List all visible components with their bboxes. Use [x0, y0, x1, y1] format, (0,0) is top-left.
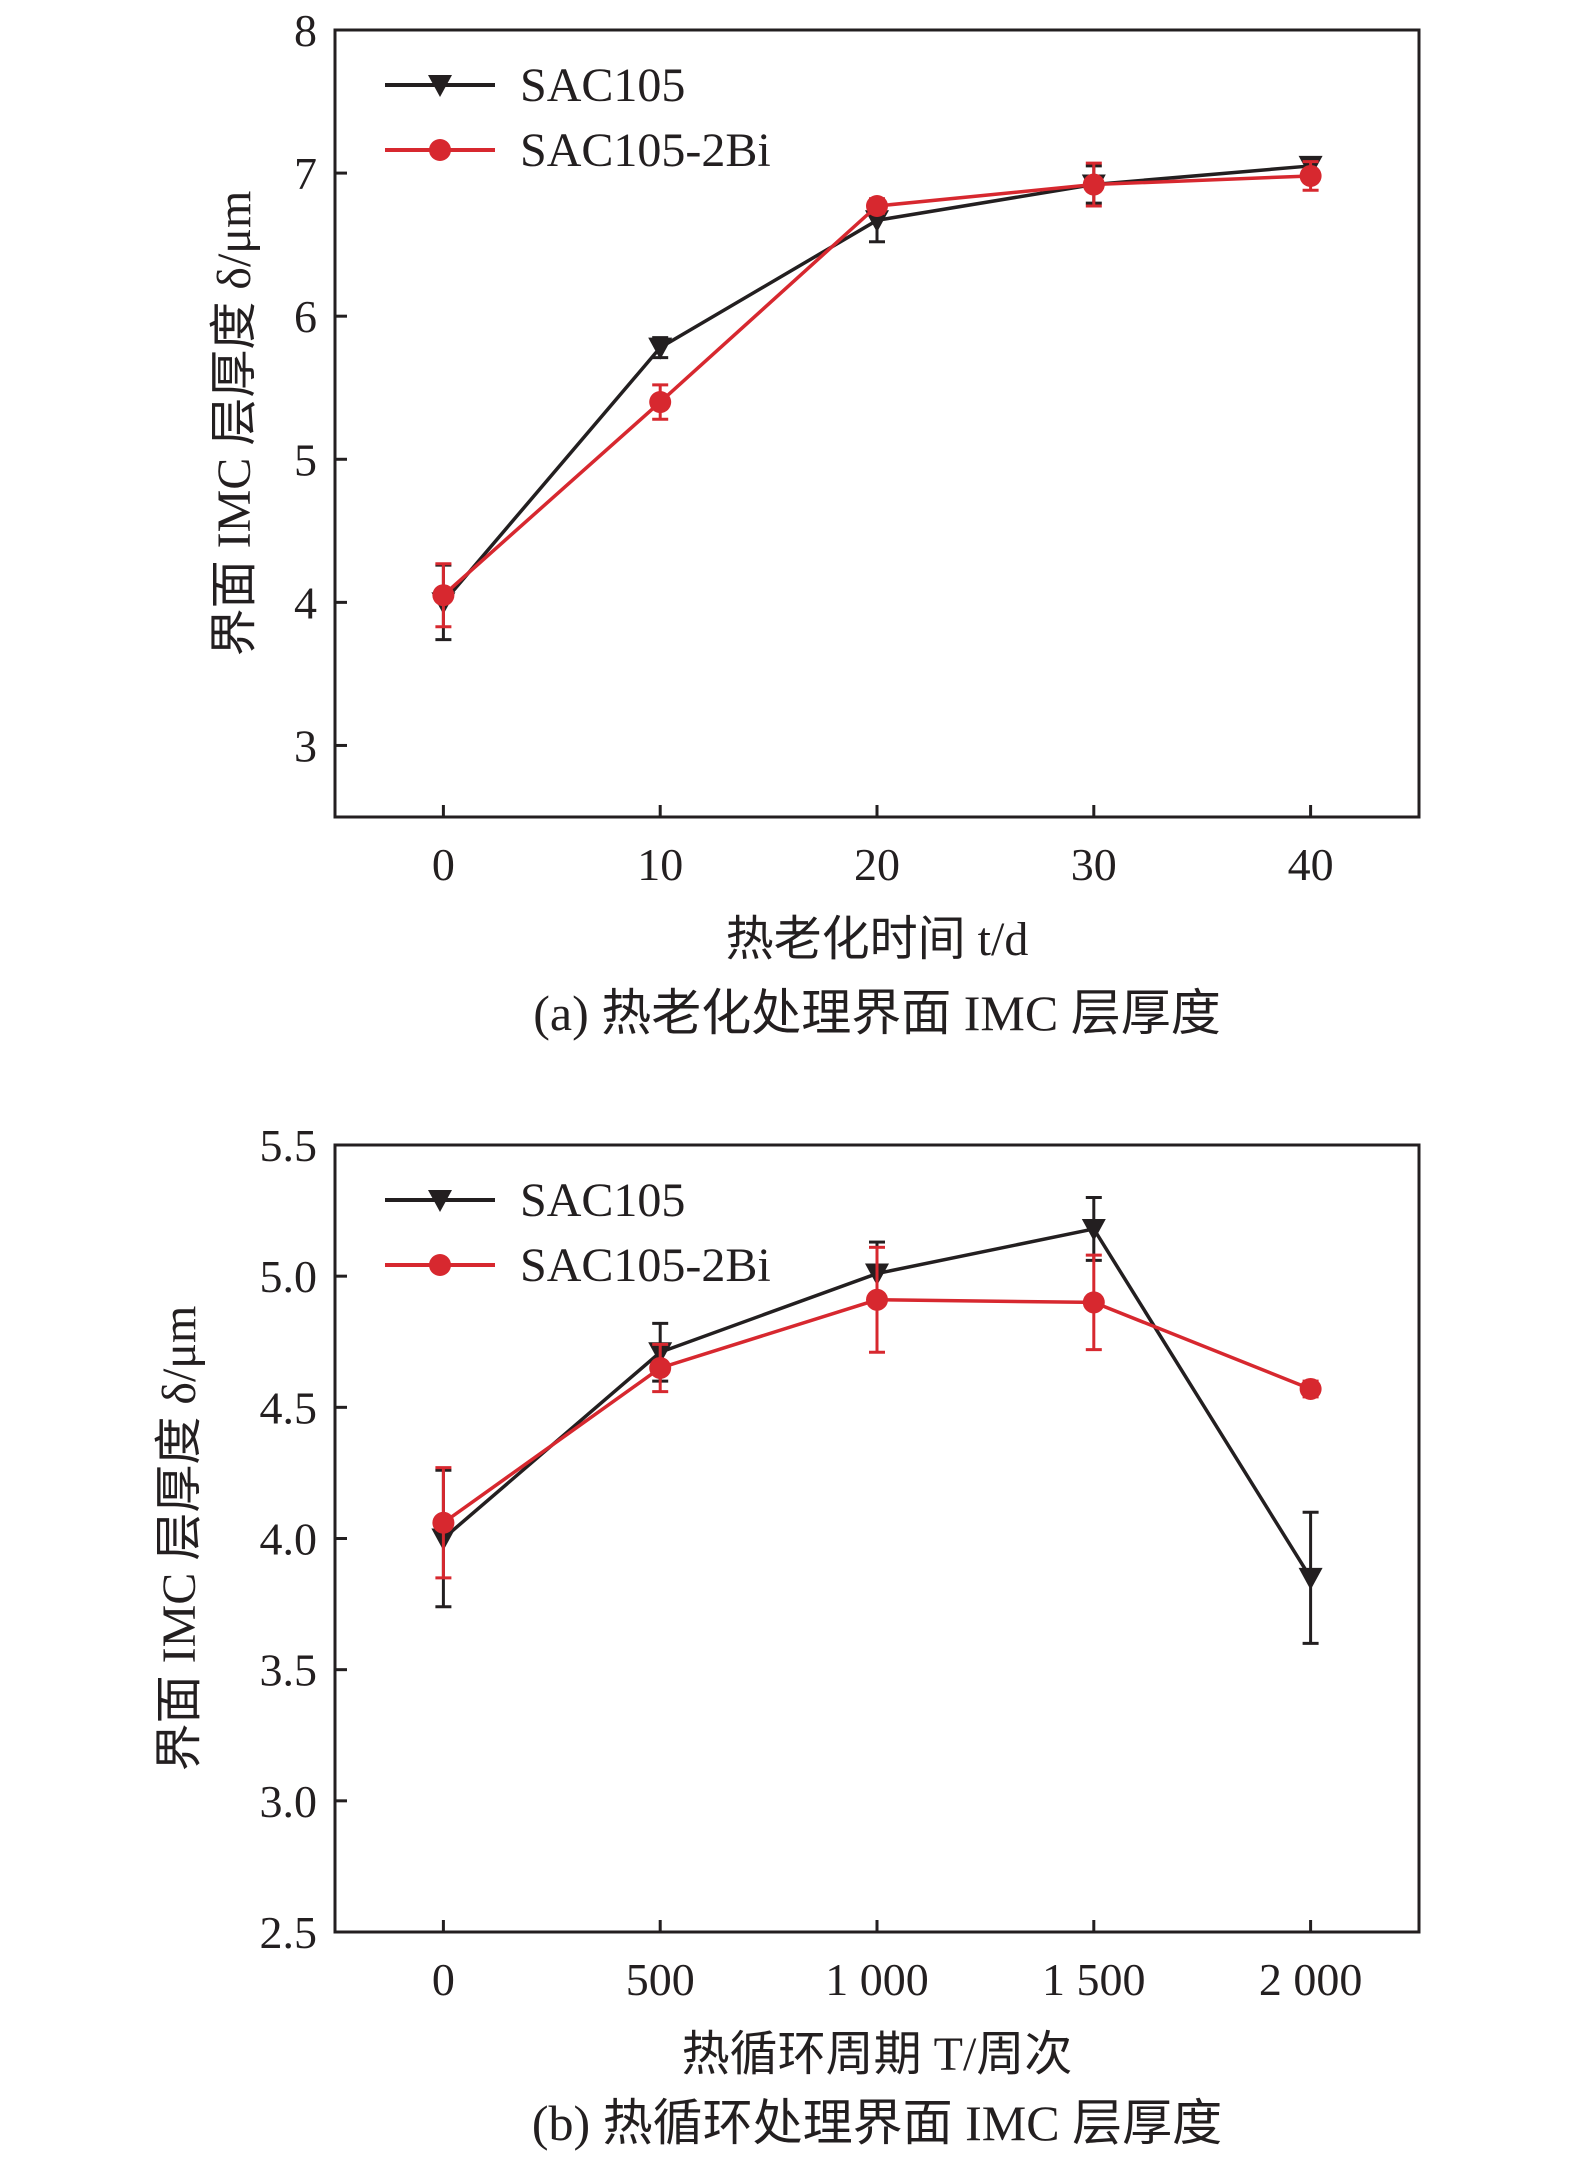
data-point: [648, 337, 673, 360]
data-point: [866, 195, 888, 218]
chart-a: 3 4 5 6 7 8 0 10 20 30 40 热老化时间 t/d 界面 IMC 层厚度 δ/μm (…: [208, 5, 1421, 1041]
y-tick-label: 5.5: [260, 1120, 318, 1171]
data-point: [1082, 173, 1105, 196]
data-point: [432, 1511, 455, 1534]
y-tick-label: 7: [294, 148, 317, 199]
legend-marker: [429, 139, 451, 161]
y-tick-label: 6: [294, 291, 317, 342]
y-tick-label: 4.0: [260, 1514, 318, 1565]
y-tick-label: 5.0: [260, 1251, 318, 1302]
data-point: [649, 1356, 672, 1379]
legend-label: SAC105: [520, 1174, 685, 1227]
data-point: [1081, 1218, 1106, 1241]
y-tick-label: 3.5: [260, 1645, 318, 1696]
x-tick-label: 500: [626, 1954, 695, 2005]
x-tick-label: 20: [854, 839, 900, 890]
x-tick-label: 1 000: [825, 1954, 929, 2005]
legend-label: SAC105: [520, 59, 685, 112]
data-point: [1299, 164, 1322, 187]
legend-marker: [429, 1254, 451, 1276]
y-tick-label: 3.0: [260, 1776, 318, 1827]
x-axis-label: 热循环周期 T/周次: [682, 2028, 1073, 2081]
x-tick-label: 10: [637, 839, 683, 890]
x-axis-label: 热老化时间 t/d: [726, 913, 1029, 966]
data-point: [432, 584, 455, 607]
data-point: [865, 210, 889, 233]
series-SAC105-2Bi: SAC105-2Bi: [385, 124, 1322, 629]
y-axis-label: 界面 IMC 层厚度 δ/μm: [153, 1306, 206, 1772]
y-tick-label: 2.5: [260, 1907, 318, 1958]
figure-caption: (b) 热循环处理界面 IMC 层厚度: [532, 2095, 1222, 2151]
y-tick-label: 8: [294, 5, 317, 56]
data-point: [649, 391, 672, 414]
y-tick-label: 5: [294, 434, 317, 485]
x-tick-label: 30: [1071, 839, 1117, 890]
series-SAC105-2Bi: SAC105-2Bi: [385, 1239, 1322, 1580]
legend-label: SAC105-2Bi: [520, 124, 771, 177]
figure-caption: (a) 热老化处理界面 IMC 层厚度: [533, 985, 1220, 1041]
legend-marker: [428, 1190, 452, 1212]
legend-marker: [428, 75, 452, 97]
data-point: [1299, 1377, 1322, 1400]
y-tick-label: 4.5: [260, 1382, 318, 1433]
data-point: [1082, 1291, 1105, 1314]
x-tick-label: 0: [432, 839, 455, 890]
x-tick-label: 1 500: [1042, 1954, 1146, 2005]
x-tick-label: 2 000: [1259, 1954, 1363, 2005]
plot-frame: [333, 28, 1421, 819]
x-tick-label: 40: [1288, 839, 1334, 890]
data-point: [866, 1288, 888, 1311]
data-point: [1298, 1567, 1323, 1590]
x-tick-label: 0: [432, 1954, 455, 2005]
series-SAC105: SAC105: [385, 1174, 1323, 1645]
chart-b: 2.5 3.0 3.5 4.0 4.5 5.0 5.5 0 500 1 000 1 500 2 000…: [153, 1120, 1421, 2151]
legend-label: SAC105-2Bi: [520, 1239, 771, 1292]
y-tick-label: 3: [294, 720, 317, 771]
y-tick-label: 4: [294, 577, 317, 628]
y-axis-label: 界面 IMC 层厚度 δ/μm: [208, 191, 261, 657]
